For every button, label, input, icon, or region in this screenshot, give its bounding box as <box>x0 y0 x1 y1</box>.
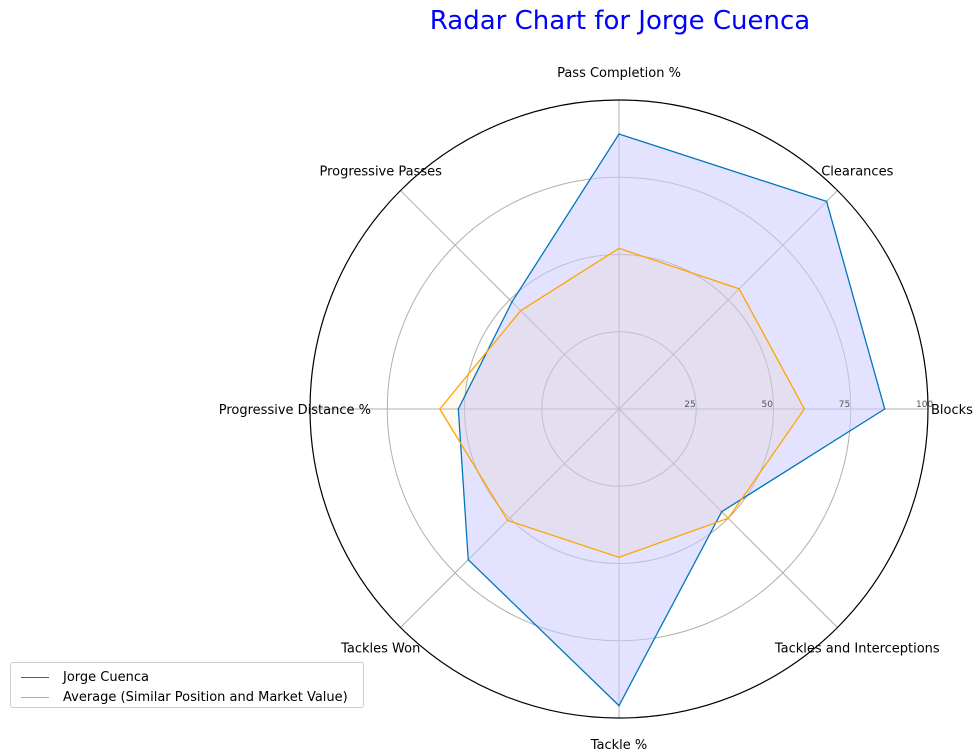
series-1-point <box>438 408 441 410</box>
radial-tick-label: 100 <box>916 400 933 410</box>
legend-label-average: Average (Similar Position and Market Val… <box>63 689 348 705</box>
radial-tick-labels: 25 50 75 100 <box>684 400 933 410</box>
series-1-point <box>738 288 740 290</box>
series-1-point <box>506 519 509 522</box>
series-1-point <box>519 309 522 312</box>
category-label: Tackles and Interceptions <box>774 641 940 656</box>
legend-line-player <box>21 676 49 678</box>
series-area-0 <box>458 133 885 706</box>
series-1-point <box>727 517 730 520</box>
category-labels: Blocks Clearances Pass Completion % Progres… <box>219 66 973 753</box>
category-label: Tackle % <box>590 738 648 753</box>
radial-tick-label: 25 <box>684 400 695 410</box>
series-0-point <box>825 200 828 203</box>
series-0-point <box>720 510 723 513</box>
series-0-point <box>511 301 513 303</box>
category-label: Clearances <box>821 165 893 180</box>
chart-title: Radar Chart for Jorge Cuenca <box>429 6 811 36</box>
series-area-1 <box>439 248 805 558</box>
category-label: Blocks <box>931 403 973 418</box>
series-0-point <box>618 704 620 707</box>
outer-frame <box>309 99 929 719</box>
series-0-point <box>467 558 470 561</box>
series-1-point <box>618 247 620 250</box>
category-label: Progressive Passes <box>319 165 442 180</box>
legend-label-player: Jorge Cuenca <box>63 669 149 685</box>
legend-item-average: Average (Similar Position and Market Val… <box>21 687 348 707</box>
radial-tick-label: 50 <box>762 400 774 410</box>
legend: Jorge Cuenca Average (Similar Position a… <box>10 662 364 708</box>
series-layer <box>438 133 886 707</box>
category-label: Progressive Distance % <box>219 403 371 418</box>
series-0-point <box>618 133 620 135</box>
series-0-point <box>883 408 886 410</box>
legend-item-player: Jorge Cuenca <box>21 667 149 687</box>
legend-line-average <box>21 696 49 698</box>
series-1-point <box>618 556 620 559</box>
series-0-point <box>457 408 460 410</box>
radial-tick-label: 75 <box>839 400 850 410</box>
series-1-point <box>803 408 806 410</box>
category-label: Tackles Won <box>340 641 420 656</box>
category-label: Pass Completion % <box>557 66 681 81</box>
